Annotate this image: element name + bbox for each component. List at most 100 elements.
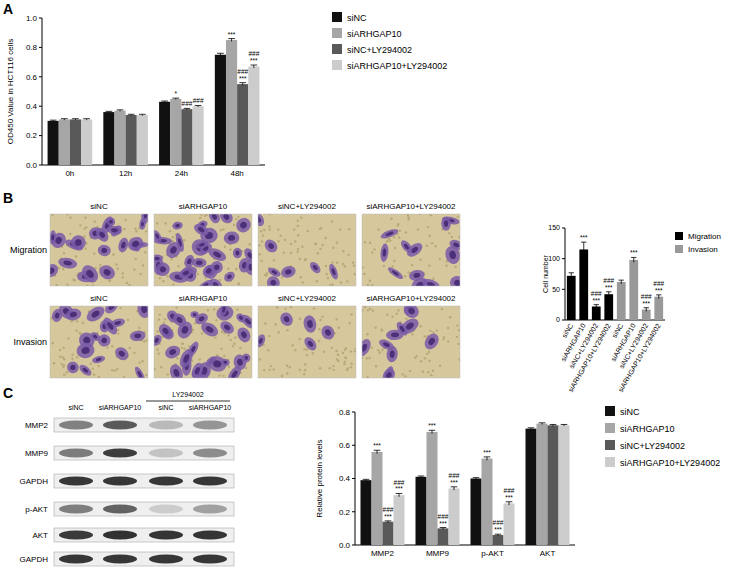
pore — [350, 363, 352, 365]
pore — [169, 230, 171, 232]
bar — [48, 121, 59, 165]
pore — [263, 369, 265, 371]
pore — [456, 324, 458, 326]
bar — [137, 115, 148, 165]
bar — [654, 297, 663, 320]
cell-nucleus — [182, 353, 190, 363]
pore — [227, 268, 229, 270]
cell-nucleus — [199, 242, 206, 247]
pore — [281, 375, 283, 377]
error-bar — [581, 242, 586, 257]
blot-group-label: LY294002 — [172, 391, 204, 398]
pore — [399, 230, 401, 232]
cell-nucleus — [267, 242, 275, 250]
pore — [405, 231, 407, 233]
pore — [325, 265, 327, 267]
cell — [196, 278, 214, 286]
cell — [163, 343, 182, 360]
pore — [56, 284, 58, 286]
significance-label: *** — [384, 513, 392, 520]
pore — [331, 347, 333, 349]
pore — [391, 265, 393, 267]
pore — [89, 363, 91, 365]
y-tick-label: 0 — [556, 316, 560, 323]
pore — [280, 234, 282, 236]
cell-nucleus — [223, 360, 228, 364]
pore — [63, 374, 65, 376]
pore — [290, 252, 292, 254]
error-bar — [606, 292, 611, 297]
cell-nucleus — [391, 270, 399, 277]
significance-label: * — [175, 90, 178, 97]
cell-nucleus — [81, 346, 90, 354]
cell — [242, 246, 252, 264]
cell — [258, 333, 267, 348]
pore — [426, 353, 428, 355]
pore — [366, 376, 368, 378]
pore — [63, 252, 65, 254]
pore — [375, 365, 377, 367]
pore — [62, 356, 64, 358]
pore — [396, 312, 398, 314]
cell-nucleus — [222, 214, 230, 221]
pore — [76, 320, 78, 322]
cell — [129, 330, 146, 342]
cell — [163, 239, 183, 260]
pore — [108, 279, 110, 281]
legend-swatch — [675, 232, 683, 240]
cell-nucleus — [389, 350, 395, 358]
error-bar — [251, 65, 258, 68]
pore — [458, 236, 460, 238]
pore — [304, 363, 306, 365]
cell — [262, 237, 280, 255]
cell-nucleus — [269, 279, 277, 286]
cell-nucleus — [449, 250, 457, 259]
pore — [183, 239, 185, 241]
y-tick-label: 1.0 — [26, 14, 38, 23]
pore — [99, 264, 101, 266]
significance-label: ### — [193, 97, 204, 104]
pore — [439, 258, 441, 260]
pore — [119, 307, 121, 309]
pore — [160, 366, 162, 368]
cell-nucleus — [51, 234, 54, 241]
pore — [389, 239, 391, 241]
legend-swatch — [675, 245, 683, 253]
y-axis — [355, 412, 356, 545]
cell — [422, 331, 442, 352]
cell-nucleus — [382, 248, 386, 257]
blot-band — [103, 531, 137, 540]
pore — [219, 279, 221, 281]
cell — [79, 262, 102, 285]
y-tick-label: 0.0 — [26, 161, 38, 170]
pore — [366, 333, 368, 335]
blot-band — [149, 531, 183, 540]
pore — [347, 367, 349, 369]
pore — [66, 371, 68, 373]
cell-nucleus — [385, 371, 393, 378]
significance-label: *** — [655, 287, 663, 294]
pore — [448, 232, 450, 234]
cell-nucleus — [182, 270, 190, 277]
pore — [298, 338, 300, 340]
cell — [302, 314, 318, 334]
blot-row-label: GAPDH — [20, 477, 49, 486]
cell-nucleus — [258, 215, 262, 223]
bar — [226, 40, 237, 165]
error-bar — [631, 257, 636, 262]
pore — [407, 271, 409, 273]
cell — [97, 263, 118, 283]
cell-nucleus — [69, 364, 76, 371]
row-label: Migration — [10, 245, 47, 255]
blot-row-label: AKT — [32, 531, 48, 540]
pore — [381, 349, 383, 351]
pore — [369, 242, 371, 244]
cell — [50, 308, 64, 324]
cell — [218, 319, 236, 337]
pore — [339, 228, 341, 230]
pore — [262, 234, 264, 236]
cell-nucleus — [271, 269, 278, 275]
pore — [133, 269, 135, 271]
pore — [366, 357, 368, 359]
pore — [319, 248, 321, 250]
